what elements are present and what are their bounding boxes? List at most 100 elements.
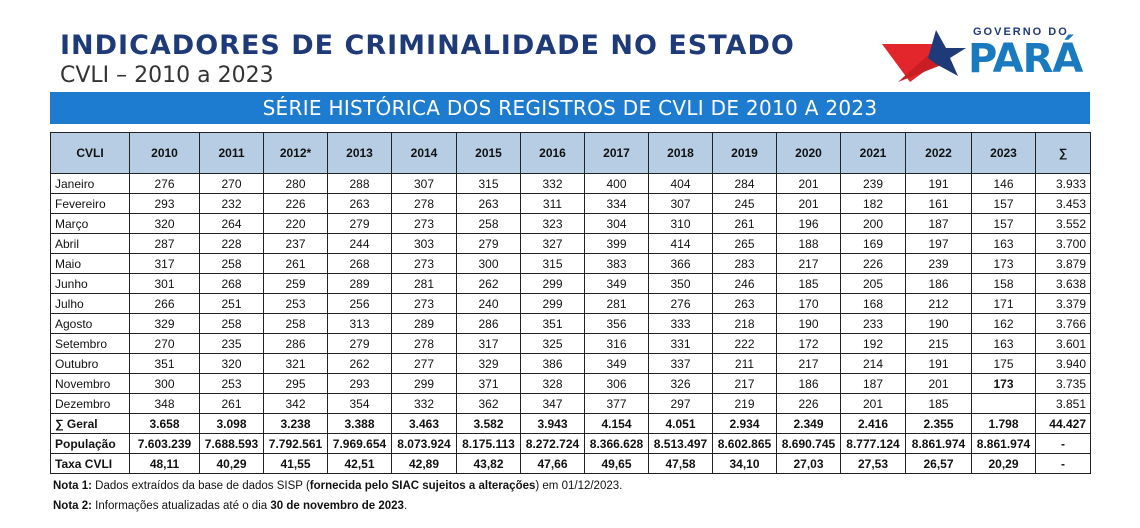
table-cell: 212: [905, 293, 972, 314]
row-label: Abril: [50, 233, 130, 254]
table-cell: 289: [391, 313, 457, 334]
table-cell: 301: [129, 273, 200, 294]
table-cell: 329: [456, 353, 521, 374]
table-cell: 185: [905, 393, 972, 414]
table-cell: 404: [648, 173, 713, 194]
table-cell: 276: [648, 293, 713, 314]
column-header: 2010: [129, 132, 200, 174]
table-cell: 310: [648, 213, 713, 234]
table-cell: 7.688.593: [199, 433, 264, 454]
table-cell: 317: [456, 333, 521, 354]
table-cell: 245: [712, 193, 777, 214]
table-cell: 233: [840, 313, 906, 334]
row-label: Julho: [50, 293, 130, 314]
table-cell: 320: [199, 353, 264, 374]
table-cell: 8.272.724: [520, 433, 585, 454]
table-cell: 289: [327, 273, 392, 294]
column-header: 2020: [776, 132, 841, 174]
table-cell: 273: [391, 253, 457, 274]
note-2-bold: 30 de novembro de 2023: [270, 500, 404, 512]
table-cell: 303: [391, 233, 457, 254]
table-cell: 362: [456, 393, 521, 414]
table-cell: 334: [584, 193, 649, 214]
table-cell: 2.934: [712, 413, 777, 434]
table-cell: [971, 393, 1036, 414]
table-cell: 347: [520, 393, 585, 414]
table-cell: 8.513.497: [648, 433, 713, 454]
table-cell: 3.879: [1035, 253, 1091, 274]
table-cell: 321: [263, 353, 328, 374]
table-cell: 279: [327, 213, 392, 234]
table-cell: 3.851: [1035, 393, 1091, 414]
table-cell: 331: [648, 333, 713, 354]
table-cell: 2.355: [905, 413, 972, 434]
table-cell: 307: [648, 193, 713, 214]
table-cell: 2.416: [840, 413, 906, 434]
table-cell: 34,10: [712, 453, 777, 474]
table-cell: 268: [327, 253, 392, 274]
table-cell: 215: [905, 333, 972, 354]
table-cell: 201: [776, 173, 841, 194]
row-label: ∑ Geral: [50, 413, 130, 434]
table-cell: 26,57: [905, 453, 972, 474]
table-cell: 169: [840, 233, 906, 254]
table-cell: 3.601: [1035, 333, 1091, 354]
table-cell: 270: [199, 173, 264, 194]
table-cell: 175: [971, 353, 1036, 374]
table-cell: 414: [648, 233, 713, 254]
table-cell: 268: [199, 273, 264, 294]
table-cell: 263: [712, 293, 777, 314]
table-row: Outubro 351 320 321 262 277 329 386 349 337 211 217…: [50, 353, 1091, 374]
row-label: Março: [50, 213, 130, 234]
table-cell: 356: [584, 313, 649, 334]
table-cell: 332: [520, 173, 585, 194]
table-cell: 400: [584, 173, 649, 194]
note-2: Nota 2: Informações atualizadas até o di…: [53, 500, 407, 512]
table-cell: 293: [129, 193, 200, 214]
table-cell: 371: [456, 373, 521, 394]
series-banner: SÉRIE HISTÓRICA DOS REGISTROS DE CVLI DE…: [50, 92, 1090, 124]
row-label: Outubro: [50, 353, 130, 374]
table-cell: 300: [456, 253, 521, 274]
table-cell: 192: [840, 333, 906, 354]
table-cell: 279: [327, 333, 392, 354]
table-cell: 7.603.239: [129, 433, 200, 454]
table-cell: 262: [456, 273, 521, 294]
table-cell: 304: [584, 213, 649, 234]
column-header: 2023: [971, 132, 1036, 174]
table-row: Julho 266 251 253 256 273 240 299 281 276 263 170 16…: [50, 293, 1091, 314]
table-cell: 263: [327, 193, 392, 214]
column-header: 2019: [712, 132, 777, 174]
column-header: ∑: [1035, 132, 1091, 174]
table-cell: 4.051: [648, 413, 713, 434]
table-cell: 49,65: [584, 453, 649, 474]
note-1-text-end: ) em 01/12/2023.: [535, 480, 623, 492]
table-cell: 3.453: [1035, 193, 1091, 214]
row-label: Dezembro: [50, 393, 130, 414]
table-cell: 328: [520, 373, 585, 394]
table-cell: 1.798: [971, 413, 1036, 434]
table-cell: 333: [648, 313, 713, 334]
table-cell: 258: [263, 313, 328, 334]
table-cell: 348: [129, 393, 200, 414]
table-cell: 264: [199, 213, 264, 234]
table-cell: 337: [648, 353, 713, 374]
table-cell: 240: [456, 293, 521, 314]
table-cell: 286: [456, 313, 521, 334]
note-1: Nota 1: Dados extraídos da base de dados…: [53, 480, 622, 492]
table-cell: 27,03: [776, 453, 841, 474]
table-cell: 190: [905, 313, 972, 334]
table-cell: 235: [199, 333, 264, 354]
table-row: Abril 287 228 237 244 303 279 327 399 414 265 188 16…: [50, 233, 1091, 254]
table-cell: 261: [199, 393, 264, 414]
table-cell: 273: [391, 293, 457, 314]
table-cell: 273: [391, 213, 457, 234]
table-cell: 47,66: [520, 453, 585, 474]
table-cell: 201: [905, 373, 972, 394]
table-cell: 263: [456, 193, 521, 214]
table-cell: 187: [905, 213, 972, 234]
table-cell: 42,51: [327, 453, 392, 474]
table-cell: 265: [712, 233, 777, 254]
table-cell: 7.792.561: [263, 433, 328, 454]
table-cell: 8.073.924: [391, 433, 457, 454]
